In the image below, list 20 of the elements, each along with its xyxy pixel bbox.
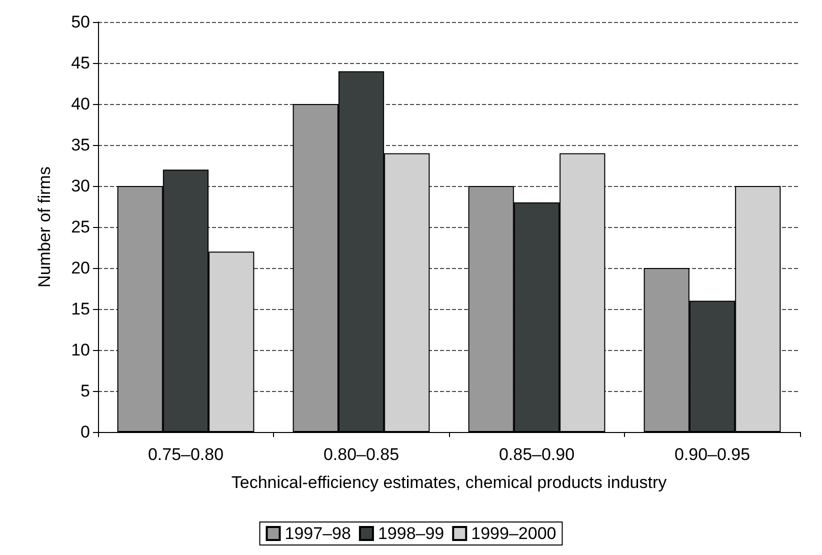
y-tick-label: 5 [80,382,90,400]
x-tick-label: 0.75–0.80 [148,445,224,464]
y-tick-label: 10 [71,340,90,360]
y-axis-title: Number of firms [35,166,54,288]
legend-label: 1999–2000 [471,524,556,543]
y-tick-label: 0 [80,422,90,442]
x-tick-label: 0.90–0.95 [674,445,750,464]
y-tick-label: 40 [71,94,90,114]
legend-label: 1998–99 [378,524,444,543]
y-tick-label: 25 [71,218,90,236]
y-tick-label: 35 [71,136,90,154]
x-axis-title: Technical-efficiency estimates, chemical products industry [231,473,668,492]
y-tick-label: 50 [71,12,90,32]
legend-label: 1997–98 [284,524,351,543]
y-tick-label: 15 [71,300,90,318]
y-tick-label: 30 [71,176,90,196]
y-tick-label: 45 [71,54,90,72]
x-tick-label: 0.80–0.85 [323,445,400,464]
x-tick-label: 0.85–0.90 [498,445,575,464]
y-tick-label: 20 [71,258,90,278]
